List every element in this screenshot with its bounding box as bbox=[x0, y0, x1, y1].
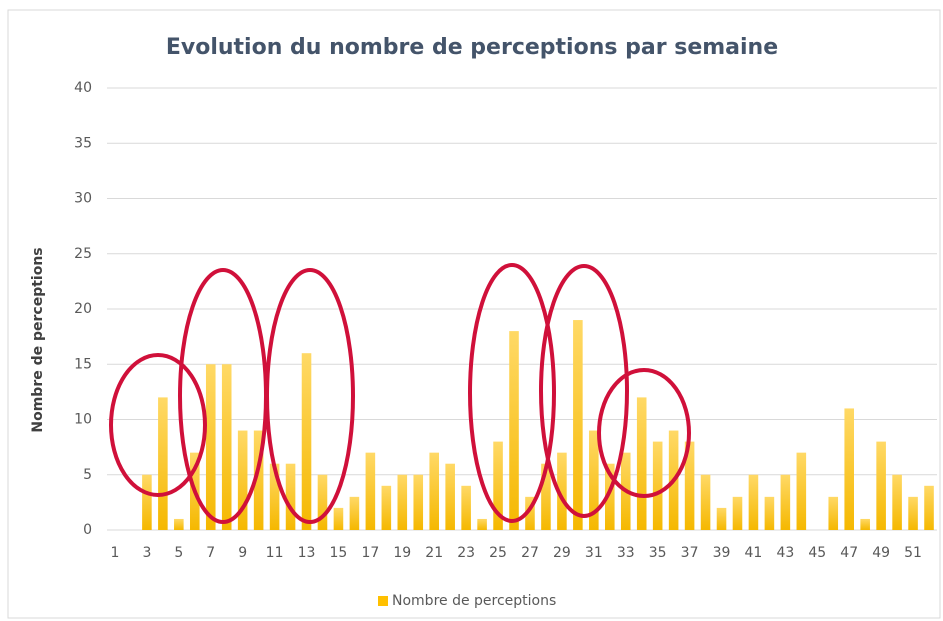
bar bbox=[636, 397, 647, 530]
x-tick-label: 45 bbox=[808, 545, 826, 561]
bar bbox=[429, 452, 439, 530]
bar bbox=[780, 474, 791, 530]
bar bbox=[445, 463, 455, 530]
bar bbox=[876, 441, 886, 530]
x-tick-label: 19 bbox=[393, 545, 411, 561]
x-tick-label: 7 bbox=[206, 545, 215, 561]
highlight-ellipse bbox=[468, 263, 556, 523]
x-tick-label: 27 bbox=[521, 545, 539, 561]
x-tick-label: 17 bbox=[361, 545, 379, 561]
annotations bbox=[109, 263, 691, 524]
y-tick-label: 20 bbox=[74, 301, 92, 317]
x-tick-label: 51 bbox=[904, 545, 922, 561]
x-tick-label: 23 bbox=[457, 545, 475, 561]
bar bbox=[892, 474, 902, 530]
x-tick-label: 41 bbox=[745, 545, 763, 561]
bar bbox=[557, 452, 567, 530]
bar bbox=[381, 485, 392, 530]
bar bbox=[732, 496, 743, 530]
y-tick-label: 5 bbox=[83, 467, 92, 483]
bar bbox=[205, 364, 216, 530]
bar bbox=[221, 364, 232, 530]
x-tick-label: 43 bbox=[776, 545, 794, 561]
bar bbox=[461, 485, 471, 530]
bar bbox=[525, 496, 535, 530]
bar bbox=[908, 496, 918, 530]
x-tick-label: 1 bbox=[111, 545, 120, 561]
bar bbox=[317, 474, 328, 530]
y-tick-label: 30 bbox=[74, 191, 92, 207]
bar bbox=[828, 496, 839, 530]
bar bbox=[493, 441, 503, 530]
x-tick-label: 49 bbox=[872, 545, 890, 561]
bar bbox=[860, 518, 870, 530]
x-tick-label: 31 bbox=[585, 545, 603, 561]
x-tick-label: 11 bbox=[266, 545, 284, 561]
x-tick-label: 33 bbox=[617, 545, 635, 561]
y-tick-label: 0 bbox=[83, 522, 92, 538]
bar bbox=[605, 463, 615, 530]
bar bbox=[796, 452, 807, 530]
bar bbox=[684, 441, 695, 530]
bar bbox=[748, 474, 759, 530]
bar bbox=[301, 353, 312, 530]
bar bbox=[269, 463, 280, 530]
y-tick-label: 35 bbox=[74, 135, 92, 151]
highlight-ellipse bbox=[597, 368, 691, 498]
bar bbox=[652, 441, 663, 530]
bar bbox=[158, 397, 168, 530]
bar bbox=[349, 496, 360, 530]
bar bbox=[716, 507, 727, 530]
bar bbox=[413, 474, 424, 530]
bar bbox=[142, 474, 152, 530]
y-tick-label: 25 bbox=[74, 246, 92, 262]
x-tick-label: 25 bbox=[489, 545, 507, 561]
highlight-ellipse bbox=[265, 268, 355, 524]
y-tick-label: 15 bbox=[74, 356, 92, 372]
x-tick-label: 39 bbox=[713, 545, 731, 561]
bar bbox=[253, 430, 264, 530]
bar bbox=[541, 463, 551, 530]
legend-swatch bbox=[378, 596, 388, 606]
bar bbox=[477, 518, 487, 530]
highlight-ellipse bbox=[539, 264, 629, 518]
bar bbox=[700, 474, 711, 530]
bar bbox=[589, 430, 599, 530]
y-tick-label: 40 bbox=[74, 80, 92, 96]
x-tick-label: 9 bbox=[238, 545, 247, 561]
x-tick-label: 15 bbox=[330, 545, 348, 561]
x-tick-label: 5 bbox=[174, 545, 183, 561]
legend-label: Nombre de perceptions bbox=[392, 593, 556, 609]
y-axis-title: Nombre de perceptions bbox=[30, 247, 46, 432]
y-tick-label: 10 bbox=[74, 412, 92, 428]
bar bbox=[844, 408, 854, 530]
bar bbox=[285, 463, 296, 530]
bar bbox=[573, 320, 583, 530]
bar bbox=[333, 507, 344, 530]
highlight-ellipse bbox=[109, 353, 207, 497]
bar bbox=[397, 474, 408, 530]
bar bbox=[764, 496, 775, 530]
x-tick-label: 21 bbox=[425, 545, 443, 561]
x-tick-label: 29 bbox=[553, 545, 571, 561]
chart-title: Evolution du nombre de perceptions par s… bbox=[166, 35, 778, 60]
bar bbox=[924, 485, 934, 530]
bar bbox=[174, 518, 184, 530]
x-tick-label: 13 bbox=[298, 545, 316, 561]
bar bbox=[237, 430, 248, 530]
x-tick-label: 35 bbox=[649, 545, 667, 561]
x-tick-label: 47 bbox=[840, 545, 858, 561]
bar bbox=[365, 452, 376, 530]
x-tick-label: 37 bbox=[681, 545, 699, 561]
x-tick-label: 3 bbox=[142, 545, 151, 561]
bar bbox=[509, 331, 519, 530]
